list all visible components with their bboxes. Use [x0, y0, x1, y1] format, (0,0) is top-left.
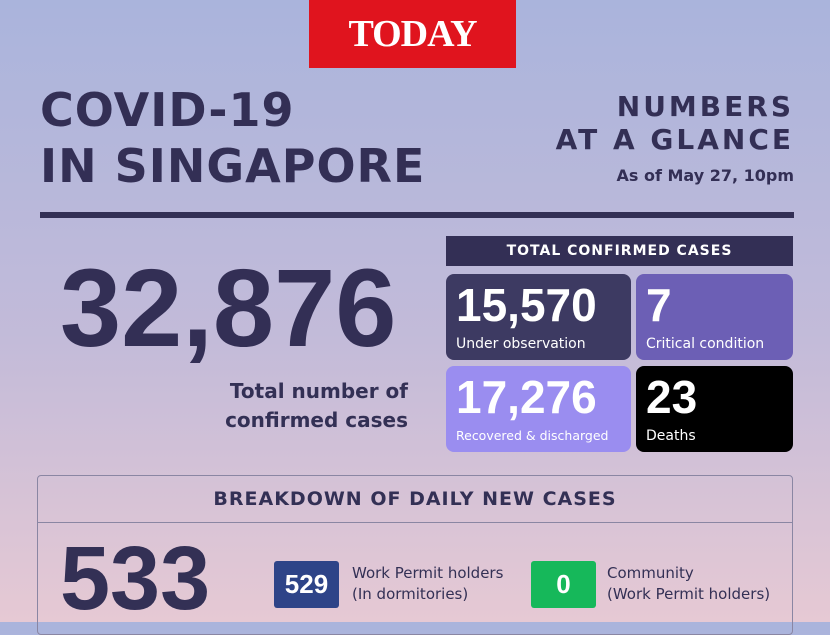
stat-label: Deaths	[646, 428, 696, 444]
stat-value: 7	[646, 279, 672, 331]
label-line: (Work Permit holders)	[607, 585, 771, 603]
label-line: Total number of	[229, 379, 408, 403]
chip-label: Work Permit holders (In dormitories)	[352, 563, 503, 605]
subtitle: NUMBERS AT A GLANCE	[556, 90, 794, 156]
logo: TODAY	[309, 0, 516, 68]
breakdown-heading: BREAKDOWN OF DAILY NEW CASES	[37, 475, 793, 523]
stat-value: 17,276	[456, 371, 597, 423]
title-line: IN SINGAPORE	[40, 139, 426, 193]
subtitle-line: NUMBERS	[616, 90, 794, 123]
divider	[40, 212, 794, 218]
total-label: Total number of confirmed cases	[190, 377, 408, 435]
title: COVID-19 IN SINGAPORE	[40, 82, 425, 194]
confirmed-heading: TOTAL CONFIRMED CASES	[446, 236, 793, 266]
label-line: confirmed cases	[225, 408, 408, 432]
label-line: Work Permit holders	[352, 564, 504, 582]
stat-label: Under observation	[456, 336, 586, 352]
stat-value: 15,570	[456, 279, 597, 331]
stat-box: 7 Critical condition	[636, 274, 793, 360]
stat-label: Critical condition	[646, 336, 765, 352]
stat-box: 17,276 Recovered & discharged	[446, 366, 631, 452]
title-line: COVID-19	[40, 83, 295, 137]
daily-total: 533	[60, 529, 211, 629]
stat-box: 23 Deaths	[636, 366, 793, 452]
label-line: (In dormitories)	[352, 585, 469, 603]
subtitle-line: AT A GLANCE	[555, 123, 794, 156]
chip: 0	[531, 561, 596, 608]
stat-label: Recovered & discharged	[456, 428, 609, 443]
chip: 529	[274, 561, 339, 608]
as-of: As of May 27, 10pm	[616, 166, 794, 185]
stat-box: 15,570 Under observation	[446, 274, 631, 360]
label-line: Community	[607, 564, 694, 582]
total-value: 32,876	[60, 247, 397, 370]
chip-label: Community (Work Permit holders)	[607, 563, 770, 605]
stat-value: 23	[646, 371, 698, 423]
